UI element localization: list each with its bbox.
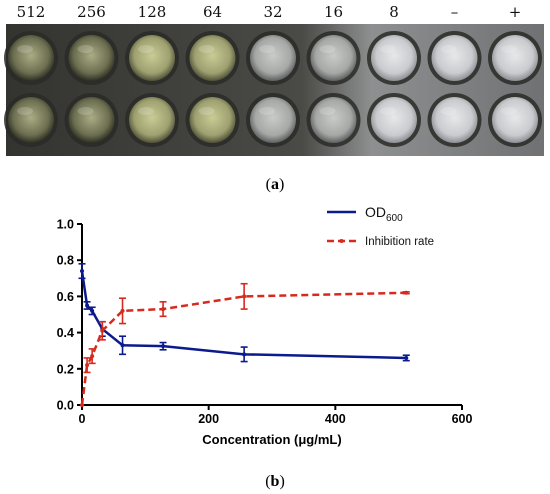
well-highlight [17,107,33,115]
well-highlight [198,45,215,53]
well-highlight [380,45,396,53]
plate-column-label: 512 [17,3,46,21]
concentration-labels: 512 256 128 64 32 16 8 – + [17,3,522,21]
y-tick-label: 0.2 [57,362,74,376]
panel-a-letter: a [271,176,279,193]
plate-column-label: 64 [203,3,222,21]
plate-well [310,35,357,81]
data-point [90,354,95,359]
data-point [100,328,105,333]
chart-axes: 0.0 0.2 0.4 0.6 0.8 1.0 0 200 400 600 [57,218,473,427]
well-highlight [198,107,215,115]
panel-b-caption: (b) [265,473,285,490]
y-tick-label: 0.0 [57,399,74,413]
data-point [242,294,247,299]
plate-well [129,35,175,81]
well-highlight [17,45,33,53]
y-tick-label: 1.0 [57,218,74,232]
y-tick-label: 0.4 [57,326,74,340]
data-point [404,290,409,295]
well-highlight [138,107,154,115]
plate-well [371,97,417,143]
data-point [120,343,125,348]
data-point [80,403,84,407]
plate-well [189,97,236,143]
legend-subscript: 600 [386,213,403,224]
plate-well [492,97,538,143]
plate-well [431,35,478,81]
data-point [85,363,90,368]
well-highlight [259,45,275,53]
plate-well [250,97,296,143]
panel-b-letter: b [271,473,280,490]
well-highlight [440,107,457,115]
plate-well [129,97,175,143]
data-point [80,269,84,274]
legend-label-od600: OD600 [365,204,403,224]
legend-marker [339,239,344,243]
od600-series [78,263,410,363]
chart-series [78,263,410,407]
well-highlight [319,45,336,53]
x-tick-label: 200 [198,412,219,426]
well-highlight [440,45,457,53]
well-highlight [501,107,517,115]
plate-well [189,35,236,81]
chart-panel: 0.0 0.2 0.4 0.6 0.8 1.0 0 200 400 600 OD600 Inhibi… [57,204,473,490]
plate-column-label: + [509,3,522,21]
well-highlight [501,45,517,53]
data-point [161,307,166,312]
plate-well [310,97,357,143]
data-point [161,344,166,349]
plate-column-label: 128 [138,3,167,21]
plate-well [68,97,115,143]
well-highlight [77,45,94,53]
well-highlight [380,107,396,115]
plate-wells [4,31,542,147]
x-tick-label: 600 [452,412,473,426]
series-line [80,291,407,406]
plate-well [250,35,296,81]
y-tick-label: 0.8 [57,254,74,268]
data-point [404,355,409,360]
legend-label-inhibition-rate: Inhibition rate [365,236,434,248]
plate-column-label: – [451,3,459,21]
well-highlight [319,107,336,115]
plate-column-label: 32 [263,3,282,21]
plate-panel: 512 256 128 64 32 16 8 – + (a) [4,3,544,193]
plate-well [68,35,115,81]
plate-well [371,35,417,81]
data-point [120,308,125,313]
plate-column-label: 256 [77,3,106,21]
well-highlight [138,45,154,53]
well-highlight [77,107,94,115]
data-point [90,308,95,313]
x-axis-title: Concentration (μg/mL) [202,432,341,447]
plate-column-label: 16 [324,3,343,21]
inhibition-rate-series [80,282,410,407]
data-point [85,303,90,308]
data-point [242,352,247,357]
plate-column-label: 8 [389,3,399,21]
plate-well [431,97,478,143]
x-tick-label: 400 [325,412,346,426]
plate-well [8,97,54,143]
well-highlight [259,107,275,115]
chart-legend: OD600 Inhibition rate [327,204,434,248]
y-tick-label: 0.6 [57,290,74,304]
x-tick-label: 0 [79,412,86,426]
plate-well [492,35,538,81]
plate-well [8,35,54,81]
panel-a-caption: (a) [266,176,285,193]
